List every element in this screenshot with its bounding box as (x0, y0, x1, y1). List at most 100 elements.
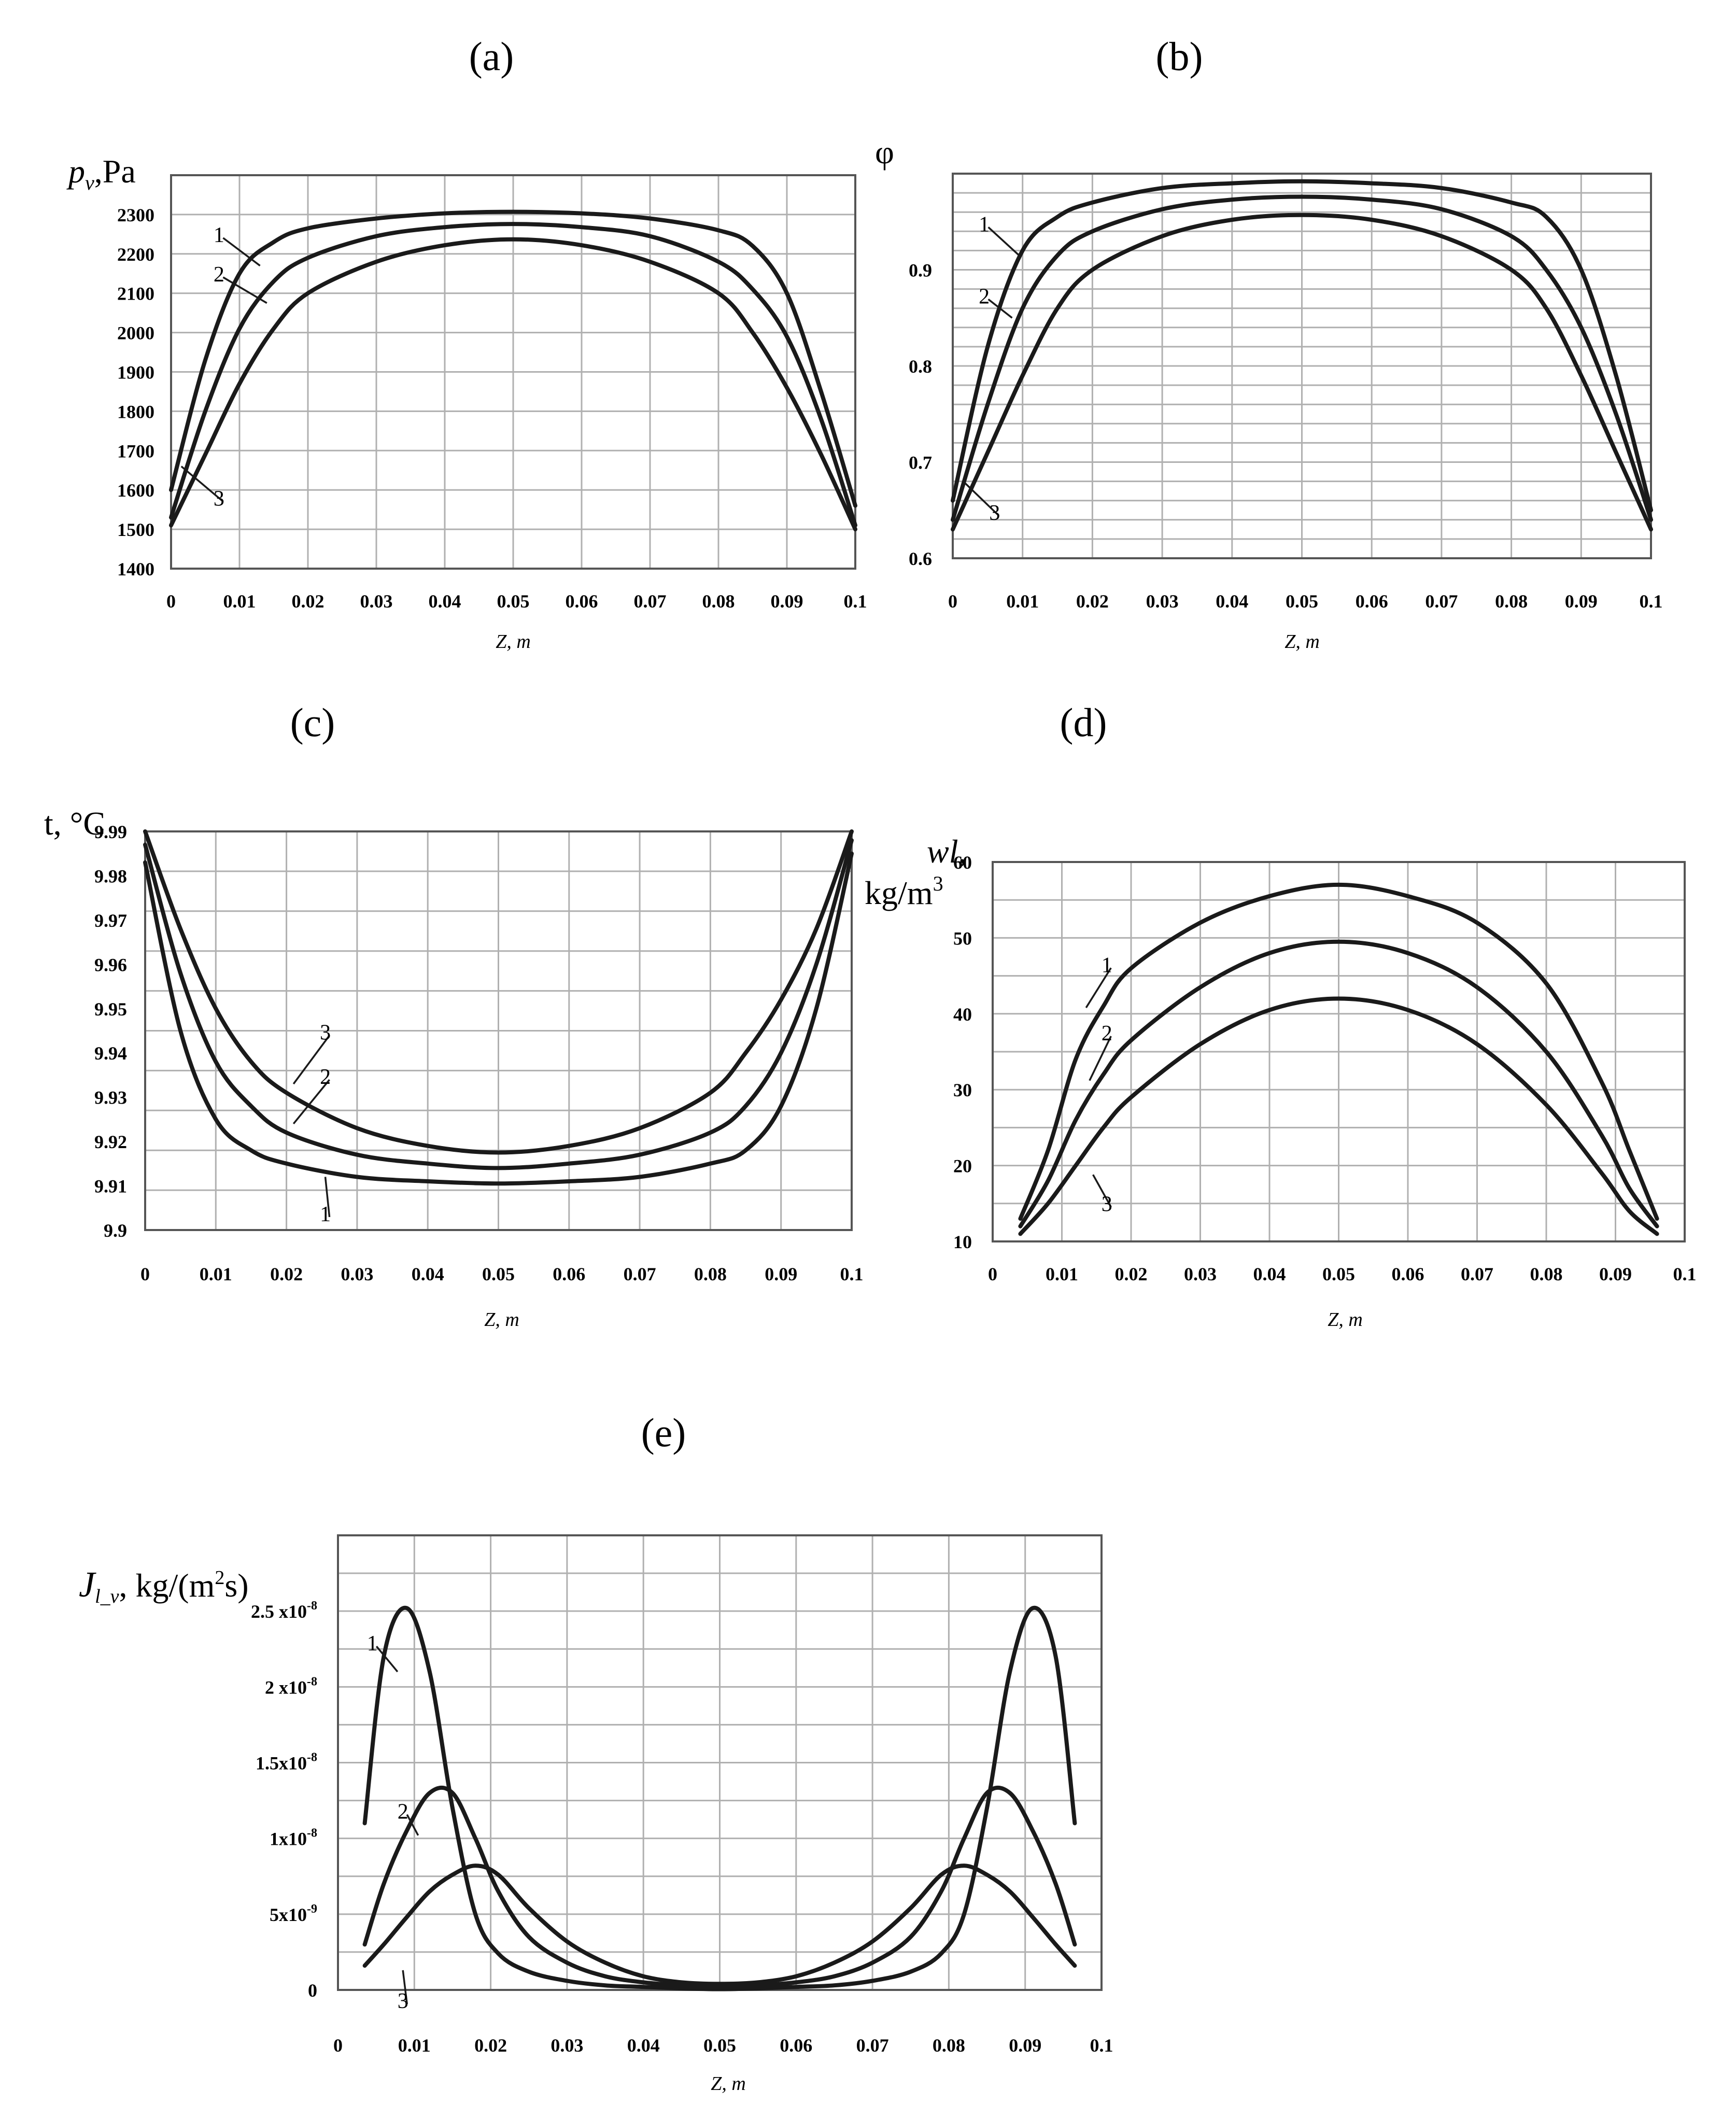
y-tick-label: 2000 (117, 323, 154, 344)
y-tick-label: 40 (953, 1004, 972, 1025)
y-tick-label: 9.94 (94, 1043, 127, 1064)
y-tick-label: 50 (953, 928, 972, 949)
x-tick-label: 0.09 (771, 591, 803, 612)
curve-tag-leader (402, 1970, 408, 2004)
panel-a-series-2-line (169, 222, 857, 528)
panel-c-plot-area (144, 830, 853, 1231)
y-tick-label: 9.95 (94, 999, 127, 1020)
x-tick-label: 0.1 (1640, 591, 1663, 612)
y-tick-label: 60 (953, 852, 972, 873)
x-tick-label: 0.06 (1392, 1264, 1424, 1284)
curve-tag-1: 1 (1102, 953, 1112, 977)
x-tick-label: 0.1 (1090, 2035, 1113, 2056)
y-tick-label: 1900 (117, 362, 154, 383)
x-tick-label: 0.07 (624, 1264, 656, 1284)
y-tick-label: 9.98 (94, 866, 127, 886)
curve-tag-leader (292, 1079, 330, 1125)
x-tick-label: 0.08 (702, 591, 735, 612)
curve-tag-3: 3 (320, 1021, 331, 1045)
panel-b-grid (952, 174, 1652, 558)
panel-e-series-2-line (362, 1785, 1077, 1989)
panel-d-series-2-line (1018, 939, 1659, 1228)
x-tick-label: 0.06 (553, 1264, 585, 1284)
panel-d-grid (992, 862, 1686, 1241)
y-tick-label: 1800 (117, 401, 154, 422)
x-tick-label: 0.07 (634, 591, 667, 612)
x-tick-label: 0.08 (933, 2035, 965, 2056)
x-tick-label: 0.06 (566, 591, 598, 612)
x-tick-label: 0.01 (1046, 1264, 1078, 1284)
panel-a: (a) pv,Pa Z, m 0 0.01 0.02 0.03 0.04 0.05 0.06… (66, 34, 867, 653)
x-tick-label: 0 (948, 591, 957, 612)
panel-d-xlabel: Z, m (1328, 1309, 1363, 1331)
panel-a-ylabel: pv,Pa (66, 153, 136, 194)
x-tick-label: 0.09 (1009, 2035, 1041, 2056)
panel-b-ylabel: φ (875, 134, 894, 171)
x-tick-label: 0 (140, 1264, 150, 1284)
panel-e-xlabel: Z, m (711, 2073, 746, 2095)
y-tick-label: 0.6 (909, 548, 932, 569)
x-tick-label: 0.04 (627, 2035, 660, 2056)
x-tick-label: 0.06 (780, 2035, 812, 2056)
x-tick-label: 0.08 (1495, 591, 1528, 612)
x-tick-label: 0.08 (1530, 1264, 1563, 1284)
panel-a-series-3-line (169, 237, 857, 532)
panel-c: (c) t, °C Z, m 0 0.01 0.02 0.03 0.04 0.05 0.06… (44, 700, 864, 1331)
y-tick-label: 2 x10-8 (265, 1675, 317, 1698)
x-tick-label: 0.08 (694, 1264, 727, 1284)
x-tick-label: 0.04 (1216, 591, 1248, 612)
y-tick-label: 20 (953, 1156, 972, 1177)
curve-tag-leader (324, 1177, 331, 1218)
x-tick-label: 0.01 (223, 591, 256, 612)
curve-tag-leader (1092, 1174, 1112, 1208)
y-tick-label: 9.92 (94, 1132, 127, 1152)
x-tick-label: 0.09 (1565, 591, 1598, 612)
panel-b-plot-area (952, 173, 1652, 559)
curve-tag-leader (406, 1814, 419, 1836)
x-tick-label: 0.1 (844, 591, 867, 612)
y-tick-label: 0.9 (909, 260, 932, 281)
x-tick-label: 0.03 (551, 2035, 583, 2056)
x-tick-label: 0.06 (1356, 591, 1388, 612)
panel-e-series-3-line (362, 1863, 1077, 1986)
curve-tag-3: 3 (214, 487, 224, 511)
x-tick-label: 0.02 (474, 2035, 507, 2056)
curve-tag-leader (1085, 967, 1112, 1009)
y-tick-label: 2.5 x10-8 (251, 1599, 317, 1622)
curve-tag-leader (180, 465, 224, 502)
x-tick-label: 0.05 (482, 1264, 515, 1284)
panel-e-series-1-line (362, 1605, 1077, 1991)
x-tick-label: 0.05 (703, 2035, 736, 2056)
panel-e-ylabel: Jl_v, kg/(m2s) (79, 1565, 249, 1607)
x-tick-label: 0 (166, 591, 176, 612)
curve-tag-leader (987, 299, 1013, 319)
x-tick-label: 0 (988, 1264, 997, 1284)
x-tick-label: 0.07 (856, 2035, 889, 2056)
panel-b-series-1-line (951, 179, 1653, 513)
panel-b-series-3-line (951, 213, 1653, 532)
x-tick-label: 0.09 (765, 1264, 797, 1284)
curve-tag-3: 3 (1102, 1192, 1112, 1216)
panel-c-grid (144, 831, 853, 1230)
x-tick-label: 0.04 (1253, 1264, 1286, 1284)
x-tick-label: 0.01 (1006, 591, 1039, 612)
y-tick-label: 1x10-8 (270, 1827, 317, 1849)
panel-c-tag: (c) (290, 700, 335, 745)
curve-tag-leader (222, 276, 267, 304)
curve-tag-leader (222, 237, 261, 266)
panel-d-series-1-line (1018, 882, 1659, 1221)
panel-d: (d) wl, kg/m3 Z, m 0 0.01 0.02 0.03 0.04 0.05… (865, 700, 1697, 1331)
panel-a-series-1-line (169, 209, 857, 508)
y-tick-label: 1400 (117, 559, 154, 580)
y-tick-label: 9.91 (94, 1176, 127, 1197)
curve-tag-1: 1 (214, 223, 224, 247)
x-tick-label: 0.03 (1146, 591, 1179, 612)
y-tick-label: 30 (953, 1080, 972, 1100)
x-tick-label: 0.07 (1461, 1264, 1493, 1284)
panel-b-tag: (b) (1156, 34, 1203, 79)
x-tick-label: 0.02 (1115, 1264, 1148, 1284)
y-tick-label: 0 (308, 1980, 317, 2001)
y-tick-label: 1.5x10-8 (256, 1751, 317, 1774)
panel-d-series-3-line (1018, 996, 1659, 1236)
